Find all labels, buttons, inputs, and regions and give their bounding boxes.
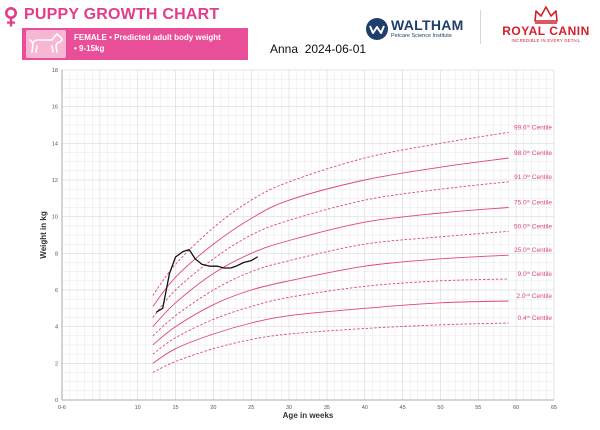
- waltham-subtitle: Petcare Science Institute: [391, 33, 452, 39]
- centile-label-25-0: 25.0th Centile: [514, 246, 552, 255]
- x-axis-label: Age in weeks: [283, 411, 334, 420]
- y-tick-label: 12: [52, 178, 58, 184]
- centile-label-9-0: 9.0th Centile: [518, 270, 553, 279]
- puppy-icon-box: [26, 30, 66, 58]
- y-tick-label: 16: [52, 105, 58, 111]
- chart-date: 2024-06-01: [304, 42, 367, 56]
- banner-line-1: FEMALE • Predicted adult body weight: [74, 33, 221, 42]
- x-tick-label: 30: [286, 405, 292, 411]
- centile-line-9-0: [152, 278, 509, 355]
- y-tick-label: 8: [55, 251, 58, 257]
- x-tick-label: 15: [172, 405, 178, 411]
- x-tick-label: 10: [135, 405, 141, 411]
- banner-line-2: • 9-15kg: [74, 44, 105, 53]
- y-tick-label: 0: [55, 398, 58, 404]
- puppy-icon: [29, 33, 63, 53]
- y-tick-label: 4: [55, 325, 58, 331]
- y-tick-label: 6: [55, 288, 58, 294]
- chart-header: PUPPY GROWTH CHART FEMALE • Predicted ad…: [0, 0, 600, 62]
- x-tick-label: 25: [248, 405, 254, 411]
- centile-label-99-6: 99.6th Centile: [514, 123, 552, 132]
- centile-label-91-0: 91.0st Centile: [514, 172, 552, 181]
- banner-text: FEMALE • Predicted adult body weight • 9…: [74, 32, 244, 54]
- breed-banner: FEMALE • Predicted adult body weight • 9…: [22, 28, 248, 60]
- centile-line-2-0: [152, 300, 509, 364]
- centile-line-98-0: [152, 157, 509, 307]
- crown-icon: [534, 6, 558, 24]
- horizontal-grid: [62, 69, 554, 401]
- puppy-caption: Anna 2024-06-01: [270, 42, 366, 56]
- female-symbol-icon: [5, 7, 17, 27]
- x-tick-label: 35: [324, 405, 330, 411]
- x-tick-label: 65: [551, 405, 557, 411]
- royal-canin-name: ROYAL CANIN: [502, 24, 590, 38]
- centile-label-50-0: 50.0th Centile: [514, 222, 552, 231]
- centile-line-0-4: [152, 322, 509, 373]
- waltham-name: WALTHAM: [391, 17, 464, 33]
- centile-line-25-0: [152, 254, 509, 346]
- y-axis-label: Weight in kg: [39, 211, 48, 259]
- x-tick-label: 50: [437, 405, 443, 411]
- y-tick-label: 10: [52, 215, 58, 221]
- x-tick-label: 55: [475, 405, 481, 411]
- puppy-weight-line: [155, 249, 258, 313]
- page-title: PUPPY GROWTH CHART: [24, 6, 220, 23]
- x-tick-label: 0-6: [58, 405, 66, 411]
- waltham-logo-icon: [366, 18, 388, 40]
- royal-canin-logo: ROYAL CANIN INCREDIBLE IN EVERY DETAIL: [500, 4, 592, 48]
- centile-line-50-0: [152, 230, 509, 337]
- puppy-name: Anna: [270, 42, 299, 56]
- y-tick-label: 2: [55, 361, 58, 367]
- y-tick-label: 18: [52, 68, 58, 74]
- centile-label-2-0: 2.0nd Centile: [516, 292, 552, 301]
- royal-canin-subtitle: INCREDIBLE IN EVERY DETAIL: [511, 38, 581, 43]
- logo-divider: [480, 10, 481, 44]
- centile-line-99-6: [152, 131, 509, 296]
- x-tick-label: 60: [513, 405, 519, 411]
- waltham-logo: WALTHAM Petcare Science Institute: [365, 17, 465, 43]
- growth-chart: 0-6 10 15 20 25 30 35 40 45 50 55 60 65 0 2 4 6 8 10 12 14 16…: [39, 68, 557, 420]
- y-tick-label: 14: [52, 141, 58, 147]
- centile-line-75-0: [152, 207, 509, 327]
- centile-line-91-0: [152, 181, 509, 318]
- centile-label-0-4: 0.4th Centile: [518, 314, 553, 323]
- x-tick-label: 20: [210, 405, 216, 411]
- centile-label-98-0: 98.0th Centile: [514, 149, 552, 158]
- x-tick-label: 45: [400, 405, 406, 411]
- centile-label-75-0: 75.0th Centile: [514, 198, 552, 207]
- x-tick-label: 40: [362, 405, 368, 411]
